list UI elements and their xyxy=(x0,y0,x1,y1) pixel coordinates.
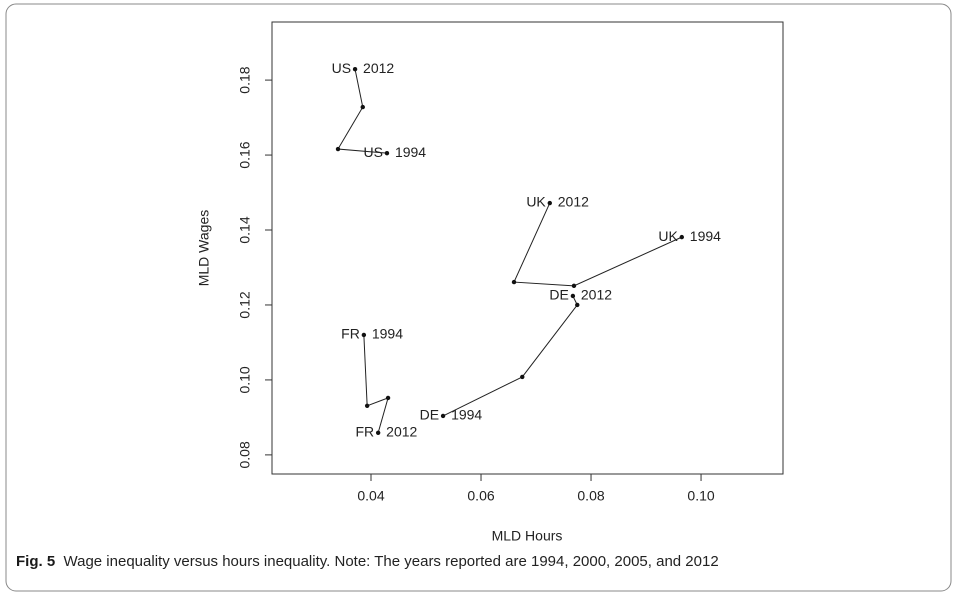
year-label: 2012 xyxy=(363,60,394,76)
series-name-label: US xyxy=(332,60,351,76)
point xyxy=(364,403,370,408)
series-line xyxy=(337,69,388,154)
y-tick-label: 0.16 xyxy=(237,141,253,168)
year-label: 2012 xyxy=(386,423,417,439)
year-label: 2012 xyxy=(558,194,589,210)
series-name-label: FR xyxy=(341,326,360,342)
point xyxy=(360,104,365,110)
year-label: 1994 xyxy=(372,326,403,342)
year-label: 1994 xyxy=(395,144,426,160)
point xyxy=(570,293,576,299)
point xyxy=(335,146,341,152)
x-axis-label: MLD Hours xyxy=(492,528,563,544)
series-line xyxy=(442,295,578,417)
point xyxy=(361,332,367,338)
point xyxy=(384,150,390,156)
x-tick-label: 0.10 xyxy=(687,488,714,504)
series-name-label: DE xyxy=(420,407,439,423)
series-name-label: DE xyxy=(549,287,568,303)
point xyxy=(385,395,391,401)
plot-frame xyxy=(271,21,784,475)
caption-label: Fig. 5 xyxy=(16,553,56,570)
caption: Fig. 5 Wage inequality versus hours ineq… xyxy=(16,553,719,570)
series-line xyxy=(363,334,389,433)
x-tick-label: 0.04 xyxy=(357,488,384,504)
y-tick-label: 0.14 xyxy=(237,216,253,243)
point xyxy=(511,279,517,285)
series-line xyxy=(513,202,682,287)
point xyxy=(571,283,577,289)
series-name-label: FR xyxy=(355,423,374,439)
series-name-label: US xyxy=(364,144,383,160)
point xyxy=(547,200,552,206)
point xyxy=(679,234,684,240)
series-name-label: UK xyxy=(526,194,546,210)
point xyxy=(575,302,580,308)
caption-text: Wage inequality versus hours inequality.… xyxy=(63,553,719,570)
x-tick-label: 0.06 xyxy=(467,488,494,504)
figure-frame xyxy=(5,3,952,592)
point xyxy=(520,374,525,380)
year-label: 1994 xyxy=(451,407,482,423)
y-tick-label: 0.18 xyxy=(237,66,253,93)
point xyxy=(352,67,358,72)
y-axis-label: MLD Wages xyxy=(196,210,212,287)
y-tick-label: 0.12 xyxy=(237,291,253,318)
point xyxy=(375,430,381,435)
y-tick-label: 0.08 xyxy=(237,441,253,468)
series-name-label: UK xyxy=(658,228,678,244)
point xyxy=(440,413,446,419)
y-tick-label: 0.10 xyxy=(237,366,253,393)
x-tick-label: 0.08 xyxy=(577,488,604,504)
year-label: 2012 xyxy=(581,287,612,303)
year-label: 1994 xyxy=(690,228,721,244)
